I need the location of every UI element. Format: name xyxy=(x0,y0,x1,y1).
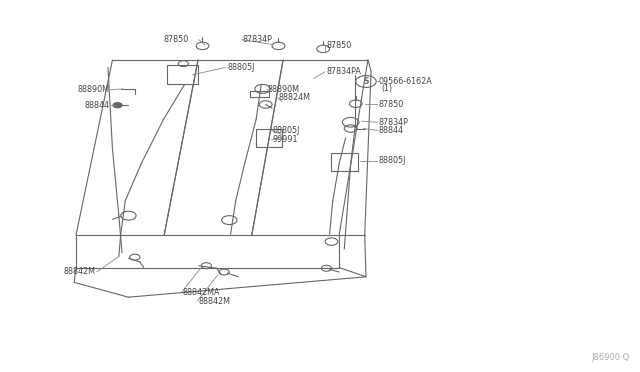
Text: 88842MA: 88842MA xyxy=(182,288,220,297)
Text: J86900·Q: J86900·Q xyxy=(591,353,630,362)
Bar xyxy=(250,91,269,97)
Text: 87834P: 87834P xyxy=(242,35,272,44)
Text: 88890M: 88890M xyxy=(77,85,109,94)
Text: 87850: 87850 xyxy=(164,35,189,44)
Circle shape xyxy=(113,103,122,108)
Text: 88844: 88844 xyxy=(379,126,404,135)
Text: 87834P: 87834P xyxy=(379,118,408,127)
Text: 88842M: 88842M xyxy=(63,267,95,276)
Text: 87850: 87850 xyxy=(326,41,351,50)
Text: 88844: 88844 xyxy=(84,101,109,110)
Bar xyxy=(168,65,198,84)
Text: 88805J: 88805J xyxy=(379,156,406,165)
Bar xyxy=(256,129,282,147)
Text: 99991: 99991 xyxy=(272,135,298,144)
Text: S: S xyxy=(364,77,369,86)
Text: 88805J: 88805J xyxy=(227,63,255,72)
Text: 88805J: 88805J xyxy=(272,126,300,135)
Bar xyxy=(331,153,358,171)
Text: (1): (1) xyxy=(381,84,392,93)
Text: 09566-6162A: 09566-6162A xyxy=(379,77,433,86)
Text: 88824M: 88824M xyxy=(278,93,310,102)
Text: 87850: 87850 xyxy=(379,100,404,109)
Text: 88842M: 88842M xyxy=(198,297,230,306)
Text: 87834PA: 87834PA xyxy=(326,67,361,76)
Text: 88890M: 88890M xyxy=(268,85,300,94)
